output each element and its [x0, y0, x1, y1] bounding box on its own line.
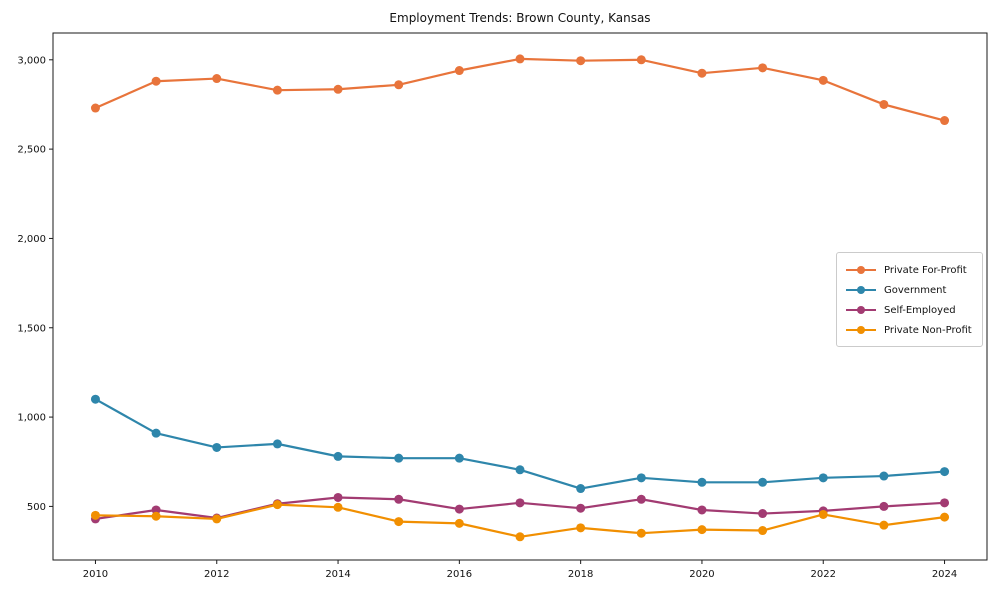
data-point-private-for-profit-2011	[151, 76, 161, 86]
x-tick-label: 2014	[325, 569, 350, 580]
data-point-government-2020	[697, 477, 707, 487]
data-point-private-non-profit-2022	[818, 509, 828, 519]
data-point-private-for-profit-2019	[636, 55, 646, 65]
data-point-private-non-profit-2014	[333, 502, 343, 512]
y-tick-label: 1,500	[17, 323, 46, 334]
data-point-private-for-profit-2023	[879, 99, 889, 109]
data-point-government-2019	[636, 473, 646, 483]
data-point-private-non-profit-2013	[272, 500, 282, 510]
chart-title: Employment Trends: Brown County, Kansas	[389, 11, 651, 25]
data-point-private-non-profit-2015	[394, 517, 404, 527]
data-point-private-for-profit-2012	[212, 74, 222, 84]
x-tick-label: 2018	[568, 569, 593, 580]
data-point-government-2022	[818, 473, 828, 483]
data-point-private-non-profit-2018	[576, 523, 586, 533]
legend: Private For-Profit Government Self-Emplo…	[836, 252, 983, 347]
data-point-government-2018	[576, 484, 586, 494]
data-point-private-for-profit-2022	[818, 75, 828, 85]
data-point-self-employed-2019	[636, 494, 646, 504]
data-point-private-for-profit-2014	[333, 84, 343, 94]
series-line-private-for-profit	[95, 57, 945, 122]
legend-label-private-non-profit: Private Non-Profit	[884, 324, 972, 336]
data-point-private-for-profit-2013	[272, 85, 282, 95]
data-point-private-for-profit-2020	[697, 68, 707, 78]
data-point-self-employed-2016	[454, 504, 464, 514]
plot-box	[52, 32, 988, 561]
x-tick-label: 2016	[447, 569, 472, 580]
data-point-private-non-profit-2021	[758, 526, 768, 536]
data-point-private-non-profit-2020	[697, 525, 707, 535]
data-point-self-employed-2011	[151, 505, 161, 515]
data-point-private-non-profit-2017	[515, 532, 525, 542]
data-point-private-non-profit-2023	[879, 520, 889, 530]
data-point-self-employed-2015	[394, 494, 404, 504]
data-point-government-2023	[879, 471, 889, 481]
data-point-private-non-profit-2011	[151, 511, 161, 521]
legend-item-private-non-profit: Private Non-Profit	[846, 320, 973, 340]
data-point-private-for-profit-2018	[576, 56, 586, 66]
data-point-private-non-profit-2019	[636, 528, 646, 538]
data-point-private-for-profit-2024	[940, 116, 950, 126]
legend-label-self-employed: Self-Employed	[884, 304, 956, 316]
data-point-self-employed-2023	[879, 501, 889, 511]
y-tick-label: 500	[27, 502, 46, 513]
data-point-government-2024	[940, 467, 950, 477]
data-point-self-employed-2021	[758, 509, 768, 519]
x-tick-label: 2022	[811, 569, 836, 580]
data-point-private-for-profit-2010	[90, 103, 100, 113]
legend-item-private-for-profit: Private For-Profit	[846, 260, 973, 280]
data-point-private-for-profit-2015	[394, 80, 404, 90]
data-point-government-2012	[212, 442, 222, 452]
y-tick-label: 3,000	[17, 55, 46, 66]
x-tick-label: 2010	[83, 569, 108, 580]
data-point-private-non-profit-2010	[90, 510, 100, 520]
data-point-government-2014	[333, 451, 343, 461]
x-tick-label: 2020	[689, 569, 714, 580]
y-tick-label: 1,000	[17, 413, 46, 424]
legend-label-private-for-profit: Private For-Profit	[884, 264, 967, 276]
data-point-self-employed-2017	[515, 498, 525, 508]
data-point-government-2010	[90, 394, 100, 404]
series-line-government	[94, 398, 945, 490]
data-point-private-for-profit-2017	[515, 54, 525, 64]
legend-item-government: Government	[846, 280, 973, 300]
legend-marker-self-employed	[846, 305, 876, 315]
data-point-government-2013	[272, 439, 282, 449]
y-tick-label: 2,000	[17, 234, 46, 245]
data-point-government-2015	[394, 453, 404, 463]
legend-label-government: Government	[884, 284, 947, 296]
data-point-self-employed-2014	[333, 492, 343, 502]
data-point-private-non-profit-2012	[212, 514, 222, 524]
data-point-private-for-profit-2016	[454, 66, 464, 76]
data-point-government-2011	[151, 428, 161, 438]
data-point-government-2017	[515, 465, 525, 475]
series-line-private-non-profit	[95, 503, 945, 538]
data-point-self-employed-2020	[697, 505, 707, 515]
legend-marker-private-for-profit	[846, 265, 876, 275]
data-point-government-2021	[758, 477, 768, 487]
legend-marker-private-non-profit	[846, 325, 876, 335]
x-tick-label: 2024	[932, 569, 957, 580]
data-point-private-non-profit-2016	[454, 518, 464, 528]
data-point-self-employed-2018	[576, 503, 586, 513]
data-point-self-employed-2024	[940, 498, 950, 508]
data-point-private-for-profit-2021	[758, 63, 768, 73]
data-point-private-non-profit-2024	[940, 512, 950, 522]
legend-marker-government	[846, 285, 876, 295]
y-tick-label: 2,500	[17, 145, 46, 156]
x-tick-label: 2012	[204, 569, 229, 580]
data-point-government-2016	[454, 453, 464, 463]
legend-item-self-employed: Self-Employed	[846, 300, 973, 320]
